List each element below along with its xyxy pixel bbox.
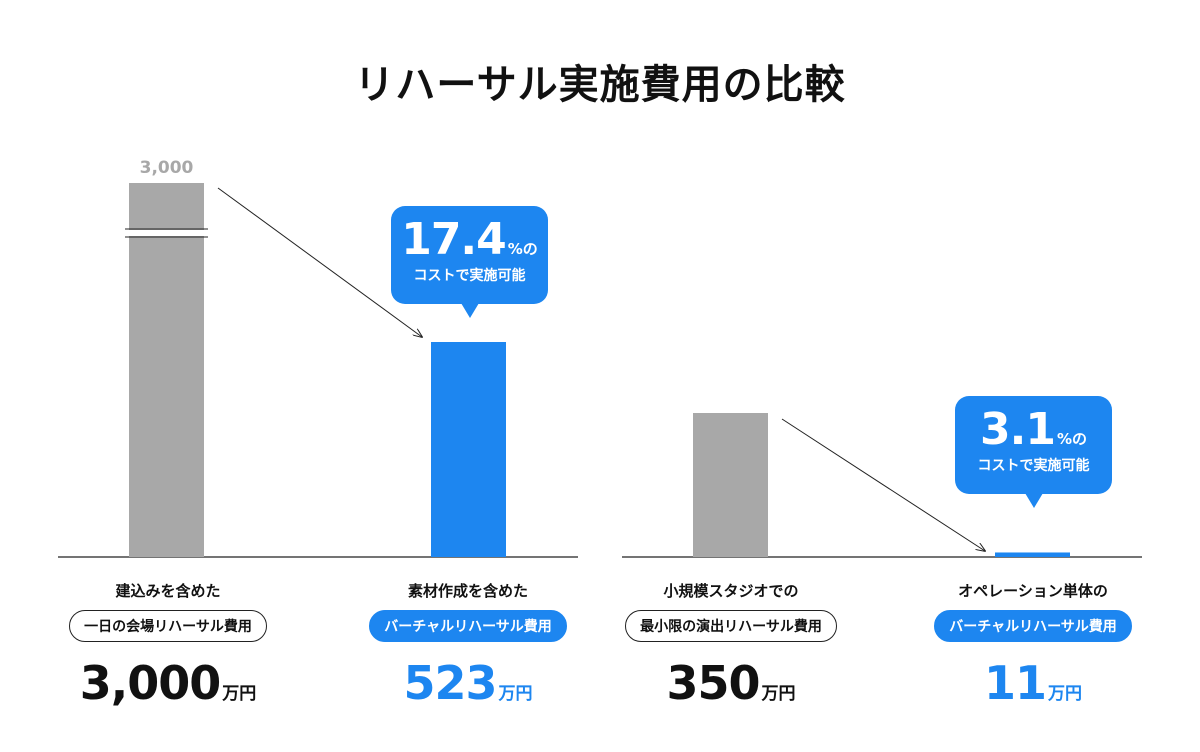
- value-unit: 万円: [222, 684, 257, 704]
- callout-text: コストで実施可能: [977, 458, 1090, 474]
- category-pill: 一日の会場リハーサル費用: [69, 610, 267, 642]
- label-group-venue: 建込みを含めた 一日の会場リハーサル費用 3,000 万円: [38, 580, 298, 710]
- category-pill: バーチャルリハーサル費用: [934, 610, 1132, 642]
- value-unit: 万円: [1048, 684, 1082, 704]
- chart-title: リハーサル実施費用の比較: [354, 62, 846, 108]
- bar-description: 素材作成を含めた: [407, 582, 528, 600]
- label-group-studio: 小規模スタジオでの 最小限の演出リハーサル費用 350 万円: [601, 580, 861, 710]
- value-number: 11: [983, 656, 1047, 710]
- callout-ratio-right: 3.1 %の コストで実施可能: [955, 396, 1112, 508]
- value-number: 523: [403, 656, 497, 710]
- trend-arrow-right: [781, 418, 985, 551]
- value-total: 350 万円: [601, 656, 861, 710]
- value-total: 11 万円: [903, 656, 1163, 710]
- callout-ratio-left: 17.4 %の コストで実施可能: [391, 206, 548, 318]
- callout-percent-suffix: %の: [1056, 430, 1087, 448]
- callout-text: コストで実施可能: [413, 268, 526, 284]
- category-pill: バーチャルリハーサル費用: [369, 610, 567, 642]
- label-group-virtual-2: オペレーション単体の バーチャルリハーサル費用 11 万円: [903, 580, 1163, 710]
- bar-virtual-operation: [995, 552, 1070, 557]
- value-number: 3,000: [79, 656, 222, 710]
- bar-studio-rehearsal: [693, 413, 768, 557]
- value-unit: 万円: [498, 684, 533, 704]
- callout-percent: 17.4: [401, 214, 507, 265]
- value-total: 523 万円: [338, 656, 598, 710]
- trend-arrow-left: [217, 187, 422, 337]
- bar-description: 建込みを含めた: [115, 582, 221, 600]
- value-total: 3,000 万円: [38, 656, 298, 710]
- bar-virtual-rehearsal: [431, 342, 506, 557]
- bar-value-label: 3,000: [140, 158, 194, 178]
- label-group-virtual-1: 素材作成を含めた バーチャルリハーサル費用 523 万円: [338, 580, 598, 710]
- value-unit: 万円: [761, 684, 796, 704]
- callout-percent: 3.1: [980, 404, 1056, 455]
- value-number: 350: [666, 656, 760, 710]
- category-pill: 最小限の演出リハーサル費用: [625, 610, 837, 642]
- bar-description: オペレーション単体の: [958, 582, 1108, 600]
- axis-break-gap: [125, 230, 208, 236]
- callout-percent-suffix: %の: [507, 240, 538, 258]
- bar-venue-rehearsal: [129, 183, 204, 557]
- bar-description: 小規模スタジオでの: [663, 582, 799, 600]
